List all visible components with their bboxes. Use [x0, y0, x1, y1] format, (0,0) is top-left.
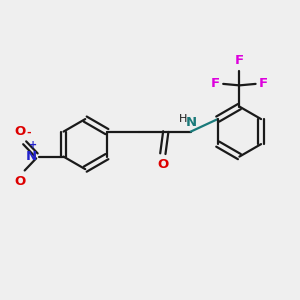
Text: F: F [259, 77, 268, 90]
Text: F: F [211, 77, 220, 90]
Text: O: O [157, 158, 169, 171]
Text: -: - [26, 128, 31, 138]
Text: O: O [14, 176, 25, 188]
Text: +: + [29, 140, 37, 150]
Text: O: O [14, 125, 25, 138]
Text: F: F [235, 54, 244, 67]
Text: N: N [26, 150, 37, 163]
Text: N: N [185, 116, 197, 129]
Text: H: H [179, 114, 188, 124]
